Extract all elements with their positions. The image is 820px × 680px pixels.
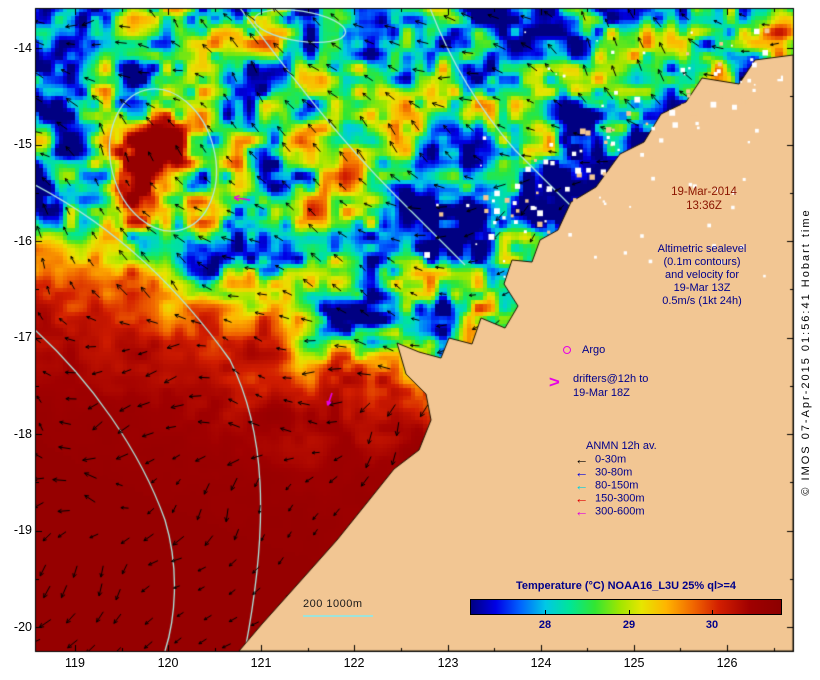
y-tick-label: -15 xyxy=(13,137,32,151)
x-tick-label: 119 xyxy=(65,656,85,670)
datetime-annotation: 19-Mar-2014 13:36Z xyxy=(644,185,764,213)
anmn-legend: ← 0-30m ← 30-80m ← 80-150m ← 150-300m ← 300-6… xyxy=(568,451,645,520)
y-tick-label: -19 xyxy=(13,523,32,537)
x-tick-label: 123 xyxy=(437,656,459,670)
y-tick-label: -16 xyxy=(13,234,32,248)
anmn-label: 0-30m xyxy=(595,453,627,466)
colorbar-tickmark xyxy=(545,610,546,615)
x-tick-label: 125 xyxy=(623,656,645,670)
altimetric-line: 19-Mar 13Z xyxy=(673,282,731,294)
colorbar-tick-label: 29 xyxy=(622,619,636,631)
y-tick-label: -14 xyxy=(13,41,32,55)
x-tick-label: 120 xyxy=(157,656,179,670)
x-tick-label: 121 xyxy=(250,656,272,670)
altimetric-line: and velocity for xyxy=(665,269,739,281)
altimetric-line: Altimetric sealevel xyxy=(657,243,747,255)
anmn-legend-row: ← 80-150m xyxy=(568,477,645,494)
copyright-text: © IMOS 07-Apr-2015 01:56:41 Hobart time xyxy=(800,208,812,496)
colorbar-gradient xyxy=(470,599,782,615)
drifters-line1: drifters@12h to xyxy=(573,373,649,385)
anmn-arrow-icon: ← xyxy=(574,503,589,520)
y-tick-label: -20 xyxy=(13,620,32,634)
colorbar-tickmark xyxy=(712,610,713,615)
anmn-legend-row: ← 0-30m xyxy=(568,451,645,468)
drifters-note: drifters@12h to 19-Mar 18Z xyxy=(573,372,673,400)
anmn-legend-title: ANMN 12h av. xyxy=(586,440,657,452)
x-tick-label: 124 xyxy=(530,656,552,670)
anmn-legend-row: ← 300-600m xyxy=(568,503,645,520)
anmn-label: 80-150m xyxy=(595,479,639,492)
datetime-line2: 13:36Z xyxy=(686,200,722,212)
anmn-arrow-icon: ← xyxy=(574,464,589,481)
colorbar-title: Temperature (°C) NOAA16_L3U 25% ql>=4 xyxy=(516,580,736,592)
anmn-arrow-icon: ← xyxy=(574,451,589,468)
anmn-label: 300-600m xyxy=(595,505,645,518)
altimetric-line: 0.5m/s (1kt 24h) xyxy=(662,295,742,307)
argo-label: Argo xyxy=(582,344,606,356)
x-tick-label: 122 xyxy=(343,656,365,670)
datetime-line1: 19-Mar-2014 xyxy=(671,186,737,198)
colorbar-tick-label: 30 xyxy=(705,619,719,631)
anmn-label: 150-300m xyxy=(595,492,645,505)
anmn-arrow-icon: ← xyxy=(574,490,589,507)
y-tick-label: -17 xyxy=(13,330,32,344)
colorbar-tick-label: 28 xyxy=(538,619,552,631)
altimetric-line: (0.1m contours) xyxy=(663,256,741,268)
anmn-label: 30-80m xyxy=(595,466,633,479)
argo-marker-icon xyxy=(563,346,571,354)
y-tick-label: -18 xyxy=(13,427,32,441)
drifter-arrow-icon: > xyxy=(548,373,560,392)
isobath-key-line xyxy=(303,615,373,617)
anmn-legend-row: ← 30-80m xyxy=(568,464,645,481)
drifters-line2: 19-Mar 18Z xyxy=(573,387,630,399)
x-tick-label: 126 xyxy=(716,656,738,670)
altimetric-note: Altimetric sealevel (0.1m contours) and … xyxy=(638,243,766,308)
anmn-arrow-icon: ← xyxy=(574,477,589,494)
anmn-legend-row: ← 150-300m xyxy=(568,490,645,507)
colorbar-tickmark xyxy=(629,610,630,615)
isobath-key-label: 200 1000m xyxy=(303,598,363,610)
